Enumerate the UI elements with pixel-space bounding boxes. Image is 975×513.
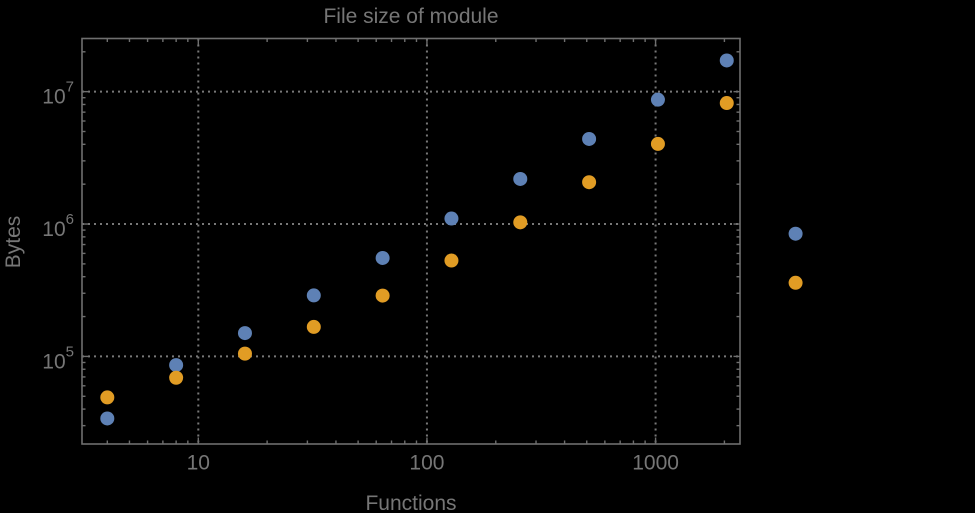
data-point-series-2-orange: [513, 215, 528, 230]
data-point-series-1-blue: [788, 226, 803, 241]
data-point-series-1-blue: [513, 171, 528, 186]
data-point-series-2-orange: [719, 96, 734, 111]
y-tick-label: 106: [42, 211, 74, 241]
data-point-series-2-orange: [375, 288, 390, 303]
y-tick-exponent: 7: [66, 79, 74, 96]
data-point-series-2-orange: [650, 136, 665, 151]
plot-area: 10 100 1000 105 106 107: [42, 37, 803, 475]
y-tick-exponent: 6: [66, 211, 74, 228]
data-point-series-2-orange: [169, 370, 184, 385]
x-tick-label: 10: [187, 452, 210, 475]
data-point-series-1-blue: [169, 358, 184, 373]
plot-frame: [81, 37, 741, 445]
y-tick-exponent: 5: [66, 343, 74, 360]
data-point-series-1-blue: [375, 250, 390, 265]
data-point-series-2-orange: [788, 275, 803, 290]
y-tick-label: 107: [42, 79, 74, 109]
chart-title: File size of module: [323, 5, 498, 28]
data-point-series-2-orange: [444, 253, 459, 268]
data-point-series-1-blue: [306, 288, 321, 303]
x-axis-label: Functions: [365, 492, 456, 513]
x-tick-label: 1000: [632, 452, 679, 475]
data-point-series-2-orange: [237, 346, 252, 361]
data-point-series-1-blue: [719, 53, 734, 68]
data-point-series-1-blue: [444, 211, 459, 226]
data-point-series-1-blue: [100, 411, 115, 426]
data-point-series-1-blue: [650, 92, 665, 107]
data-point-series-2-orange: [100, 390, 115, 405]
y-axis-label: Bytes: [2, 216, 25, 269]
data-point-series-2-orange: [582, 175, 597, 190]
x-tick-label: 100: [409, 452, 444, 475]
y-tick-label: 105: [42, 343, 74, 373]
data-point-series-1-blue: [237, 326, 252, 341]
data-point-series-2-orange: [306, 319, 321, 334]
data-point-series-1-blue: [582, 131, 597, 146]
